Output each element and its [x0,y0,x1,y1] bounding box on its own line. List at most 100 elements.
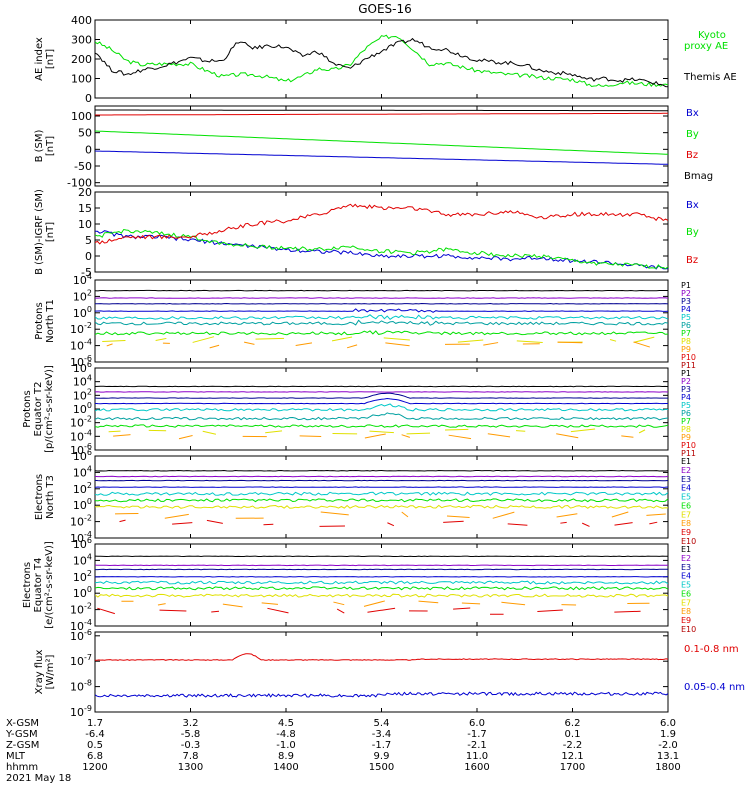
series-line-bz [95,112,668,116]
y-tick-exponent: 0 [87,305,92,314]
x-axis-value: 11.0 [466,751,488,762]
y-tick-label: 0 [85,143,92,156]
channel-fragment-e9 [206,519,223,524]
y-tick-label: 10-8 [70,679,92,694]
panel-bdiff: -5 0 5 10 15 20 B (SM)-IGRF (SM)[nT] Bx By Bz [34,186,699,279]
y-tick-exponent: -2 [84,602,92,611]
x-axis-value: 1800 [655,762,680,773]
channel-label-p8: P8 [681,425,691,434]
y-tick-exponent: 6 [87,360,92,369]
y-axis-label-line: Electrons [22,562,33,608]
x-axis-value: -6.4 [85,729,105,740]
channel-fragment-e8 [461,602,481,605]
x-axis-value: 12.1 [561,751,583,762]
y-tick-exponent: 2 [87,288,92,297]
y-tick-label: 106 [73,536,92,551]
y-axis-label-line: [e/(cm²-s-sr-keV)] [44,541,55,629]
y-tick-exponent: -2 [84,415,92,424]
x-axis-value: 1200 [82,762,107,773]
channel-fragment-e8 [401,511,409,518]
y-tick-label: 106 [73,448,92,463]
y-tick-label: 10-6 [70,628,92,643]
y-axis-label: ProtonsEquator T2[p/(cm²-s-sr-keV)] [22,365,55,453]
channel-label-p9: P9 [681,433,691,442]
channel-label-e9: E9 [681,616,691,625]
channel-fragment-e9 [507,523,528,526]
y-tick-exponent: -6 [84,628,92,637]
y-tick-label: 50 [78,127,92,140]
y-tick-exponent: -2 [84,321,92,330]
channel-label-p1: P1 [681,281,691,290]
channel-fragment-p9 [113,434,131,437]
channel-fragment-e9 [453,607,471,610]
x-axis-value: 1500 [369,762,394,773]
channel-fragment-e9 [336,608,345,614]
channel-fragment-p9 [483,342,499,346]
channel-label-e1: E1 [681,545,691,554]
y-tick-exponent: -9 [84,704,92,713]
xray-legend-0: 0.1-0.8 nm [684,644,739,655]
y-tick-label: 10-2 [70,602,92,617]
x-axis-value: -2.1 [467,740,487,751]
plot-area [95,289,668,349]
x-axis-value: 1.7 [87,718,103,729]
panel-frame [94,631,669,713]
channel-fragment-p9 [209,344,220,349]
x-axis-value: -5.8 [181,729,201,740]
y-tick-exponent: 4 [87,374,92,383]
panel-ae: 0 100 200 300 400 AE index[nT] Kyoto proxy AE Th… [34,14,737,105]
channel-fragment-e9 [614,522,633,526]
channel-fragment-p8 [406,432,431,435]
channel-fragment-e8 [261,602,279,605]
x-axis-value: 5.4 [374,718,390,729]
channel-fragment-p9 [178,434,193,440]
y-tick-label: 10-7 [70,653,92,668]
channel-label-p7: P7 [681,417,691,426]
channel-label-p11: P11 [681,361,696,370]
x-axis-value: 8.9 [278,751,294,762]
channel-fragment-p8 [202,430,217,435]
channel-line-e5 [95,580,668,585]
channel-fragment-p9 [243,341,255,345]
channel-line-p3 [95,392,668,399]
channel-label-e10: E10 [681,625,696,634]
x-axis-value: 6.8 [87,751,103,762]
channel-fragment-p9 [346,344,358,349]
y-tick-exponent: -4 [84,530,92,539]
x-axis-value: -0.3 [181,740,201,751]
channel-label-e2: E2 [681,466,691,475]
channel-fragment-e9 [649,521,658,525]
x-axis-date: 2021 May 18 [6,773,71,784]
legend-diff-bz: Bz [686,255,698,266]
x-axis-value: 1700 [560,762,585,773]
channel-label-e3: E3 [681,563,691,572]
channel-fragment-e9 [267,607,289,614]
channel-line-p3 [95,302,668,305]
channel-fragment-p8 [383,337,410,341]
x-axis-value: 4.5 [278,718,294,729]
y-axis-label: B (SM)[nT] [34,129,56,162]
y-axis-label: Xray flux[W/m²] [34,650,56,695]
x-axis-table: X-GSM 1.7 3.2 4.5 5.4 6.0 6.2 6.0Y-GSM -6.4 -5.8-… [5,718,681,784]
channel-fragment-e9 [367,607,396,613]
channel-fragment-e9 [211,610,220,613]
channel-fragment-e9 [119,519,126,523]
channel-fragment-p8 [633,336,655,343]
y-tick-label: -5 [81,266,92,279]
panel-frame [94,191,669,273]
y-tick-label: 0 [85,250,92,263]
channel-fragment-p8 [609,339,617,342]
legend-bmag: Bmag [684,171,713,182]
channel-fragment-e9 [97,607,115,615]
channel-line-p7 [95,424,668,428]
y-tick-label: 104 [73,552,92,567]
channel-fragment-e8 [556,513,578,518]
y-axis-label-line: Protons [22,390,33,427]
channel-fragment-p8 [444,428,469,431]
y-tick-label: -100 [67,177,92,190]
channel-fragment-e8 [157,603,166,606]
y-tick-label: 102 [73,288,92,303]
